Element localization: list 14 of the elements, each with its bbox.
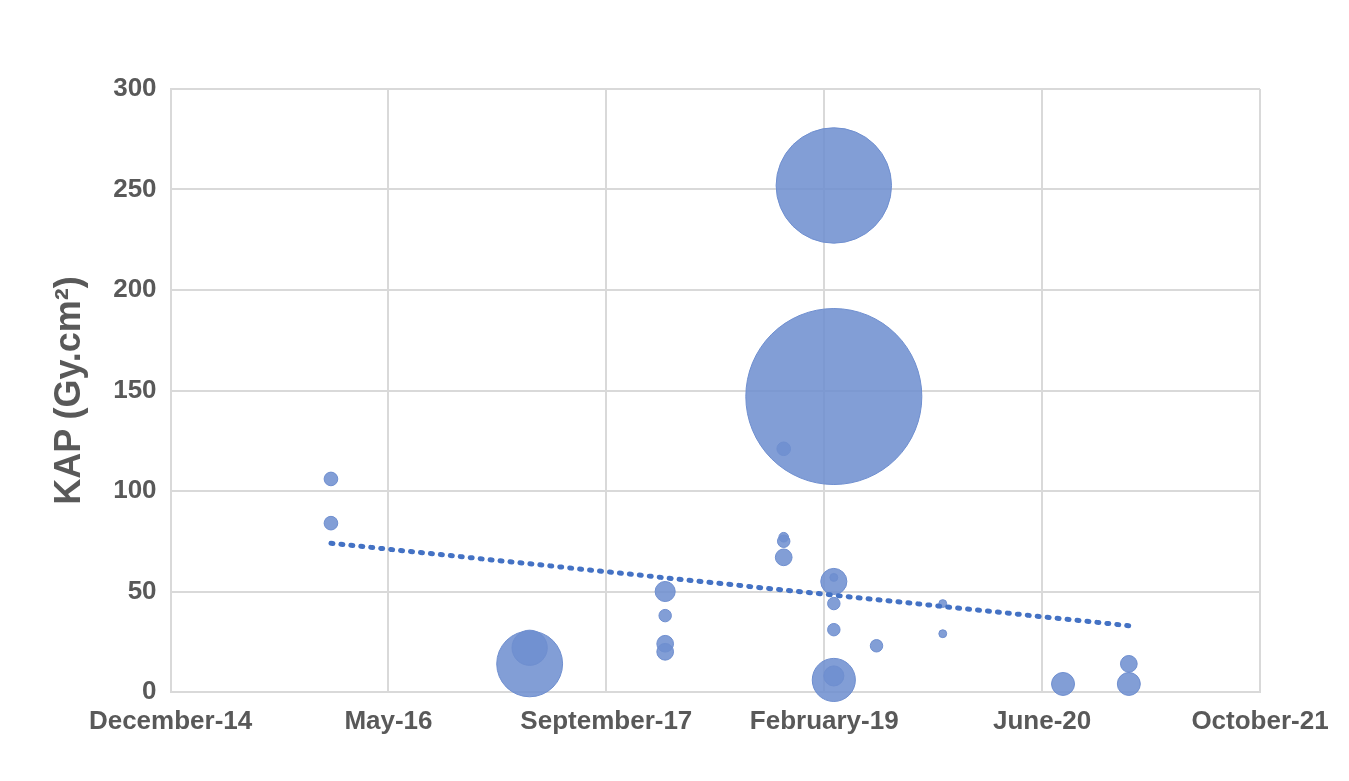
y-tick-label: 100	[113, 474, 157, 505]
x-tick-label: September-17	[520, 704, 693, 735]
y-tick-label: 300	[113, 72, 157, 103]
y-tick-label: 150	[113, 373, 157, 404]
x-tick-label: December-14	[88, 704, 253, 735]
y-tick-label: 50	[127, 574, 157, 605]
y-axis-title: KAP (Gy.cm²)	[46, 276, 88, 505]
x-tick-label: February-19	[749, 704, 899, 735]
y-tick-label: 0	[142, 675, 157, 706]
y-tick-label: 200	[113, 273, 157, 304]
y-tick-label: 250	[113, 172, 157, 203]
x-tick-label: May-16	[344, 704, 433, 735]
x-tick-label: June-20	[992, 704, 1092, 735]
x-tick-label: October-21	[1191, 704, 1329, 735]
